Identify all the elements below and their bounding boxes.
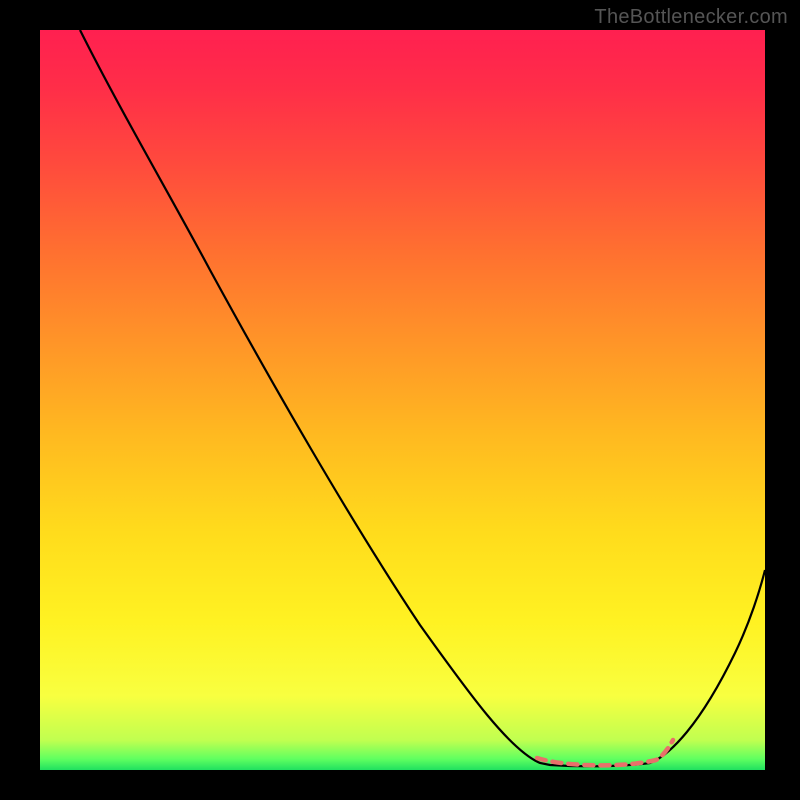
watermark-text: TheBottlenecker.com: [594, 6, 788, 29]
chart-svg: [40, 30, 765, 770]
bottleneck-chart: [40, 30, 765, 770]
chart-background: [40, 30, 765, 770]
